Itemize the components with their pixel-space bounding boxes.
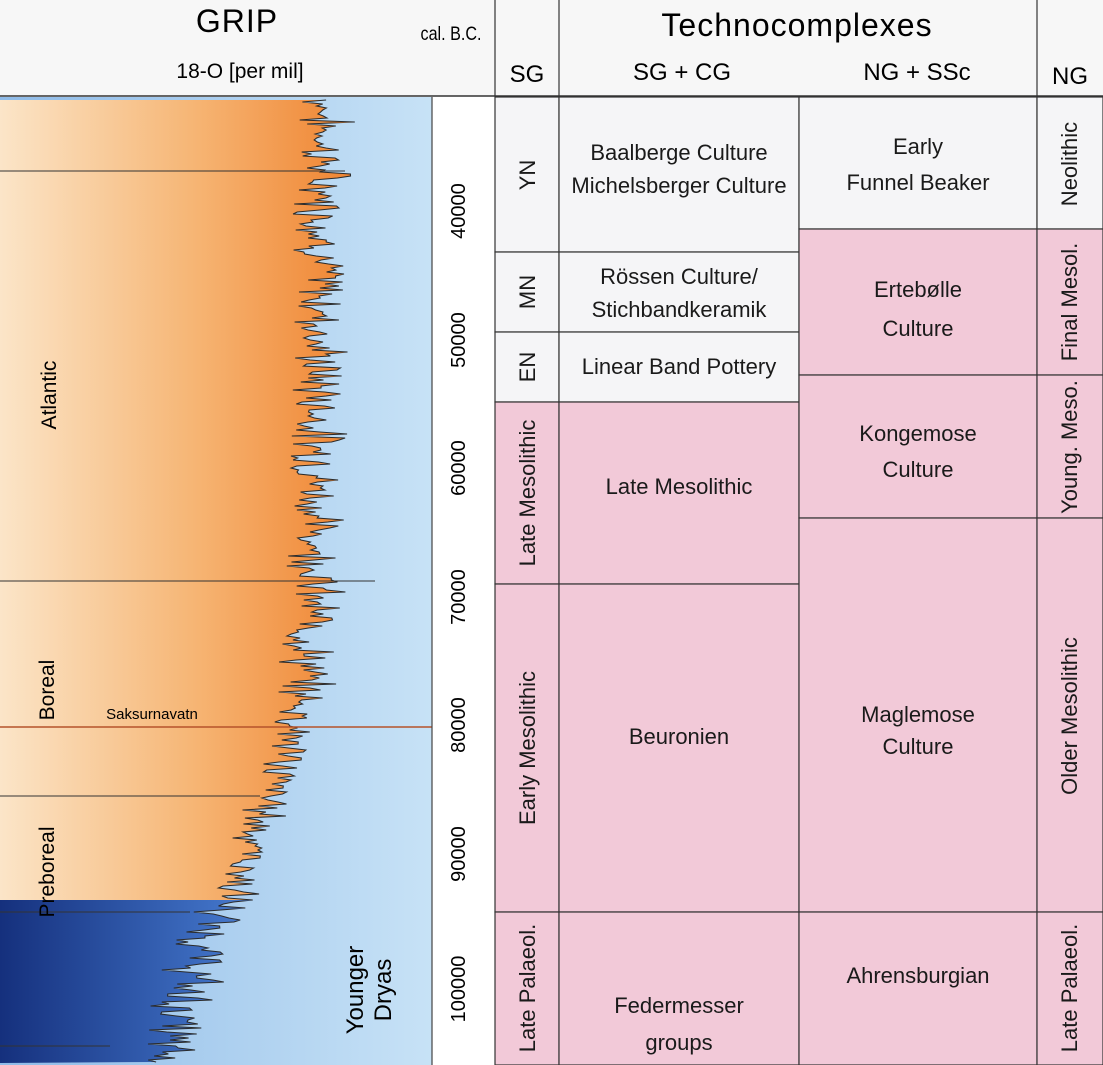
ngssc-label-ahrensburgian: Ahrensburgian <box>846 963 989 988</box>
sgcg-label-federmesser: Federmesser <box>614 993 744 1018</box>
depth-tick: 40000 <box>448 183 470 239</box>
sgcg-label-beuronien: Beuronien <box>629 724 729 749</box>
ng-cell-young-meso <box>1036 374 1103 519</box>
sg-cell-yn <box>494 96 560 253</box>
sgcg-label-stichband: Stichbandkeramik <box>592 297 768 322</box>
ng-label-neolithic: Neolithic <box>1057 122 1082 206</box>
ng-label-final-mesol: Final Mesol. <box>1057 243 1082 362</box>
ng-cell-older-meso <box>1036 517 1103 913</box>
sgcg-label-roessen: Rössen Culture/ <box>600 264 759 289</box>
svg-text:Dryas: Dryas <box>370 959 397 1022</box>
calbc-label: cal. B.C. <box>420 23 481 45</box>
col-header-sgcg: SG + CG <box>633 59 731 86</box>
zone-saksurnavatn: Saksurnavatn <box>106 706 198 723</box>
depth-tick: 60000 <box>448 440 470 496</box>
sg-label-yn: YN <box>515 160 540 191</box>
grip-panel: Atlantic Boreal Saksurnavatn Preboreal Y… <box>0 97 433 1065</box>
zone-preboreal: Preboreal <box>36 826 59 917</box>
depth-tick: 70000 <box>448 569 470 625</box>
sgcg-label-linear: Linear Band Pottery <box>582 354 776 379</box>
ngssc-label-early: Early <box>893 134 943 159</box>
svg-text:Younger: Younger <box>342 946 369 1035</box>
ng-cell-late-palaeol <box>1036 911 1103 1065</box>
ng-label-late-palaeol: Late Palaeol. <box>1057 924 1082 1052</box>
ngssc-label-kongemose: Kongemose <box>859 421 976 446</box>
ngssc-cell-ertebolle <box>798 228 1038 376</box>
sgcg-cell-roessen <box>558 251 800 333</box>
sgcg-label-michelsberger: Michelsberger Culture <box>571 173 786 198</box>
sg-label-en: EN <box>515 352 540 383</box>
sg-cell-mn <box>494 251 560 333</box>
sg-cell-late-mesolithic <box>494 401 560 585</box>
ngssc-label-kongemose-culture: Culture <box>883 457 954 482</box>
ng-label-older-meso: Older Mesolithic <box>1057 637 1082 795</box>
depth-axis: 40000 50000 60000 70000 80000 90000 1000… <box>448 183 470 1022</box>
depth-tick: 50000 <box>448 312 470 368</box>
sgcg-label-late-meso: Late Mesolithic <box>606 474 753 499</box>
sgcg-label-groups: groups <box>645 1030 712 1055</box>
grip-subtitle: 18-O [per mil] <box>176 60 303 83</box>
ngssc-label-maglemose: Maglemose <box>861 702 975 727</box>
col-header-ngssc: NG + SSc <box>863 59 970 86</box>
sg-label-early-mesolithic: Early Mesolithic <box>515 671 540 825</box>
ngssc-cell-maglemose <box>798 517 1038 913</box>
sg-cell-late-palaeol <box>494 911 560 1065</box>
sgcg-cell-federmesser <box>558 911 800 1065</box>
col-header-ng: NG <box>1052 63 1088 90</box>
technocomplex-table <box>494 96 1103 1065</box>
sgcg-cell-linear <box>558 331 800 403</box>
zone-atlantic: Atlantic <box>38 361 61 430</box>
sg-cell-en <box>494 331 560 403</box>
ngssc-cell-kongemose <box>798 374 1038 519</box>
sgcg-cell-beuronien <box>558 583 800 913</box>
header-background <box>0 0 1103 96</box>
col-header-sg: SG <box>510 61 545 88</box>
ngssc-cell-funnel <box>798 96 1038 230</box>
depth-tick: 80000 <box>448 697 470 753</box>
sgcg-cell-baalberge <box>558 96 800 253</box>
zone-boreal: Boreal <box>36 660 59 721</box>
ngssc-cell-ahrensburgian <box>798 911 1038 1065</box>
ngssc-label-ertebolle-culture: Culture <box>883 316 954 341</box>
zone-younger-dryas: Younger Dryas <box>342 946 397 1035</box>
sgcg-cell-late-meso <box>558 401 800 585</box>
techno-title: Technocomplexes <box>661 7 932 43</box>
depth-tick: 100000 <box>448 956 470 1023</box>
ngssc-label-maglemose-culture: Culture <box>883 734 954 759</box>
sg-label-late-palaeol: Late Palaeol. <box>515 924 540 1052</box>
ng-label-young-meso: Young. Meso. <box>1057 380 1082 514</box>
ngssc-label-ertebolle: Ertebølle <box>874 277 962 302</box>
sg-label-mn: MN <box>515 275 540 309</box>
depth-tick: 90000 <box>448 826 470 882</box>
sgcg-label-baalberge: Baalberge Culture <box>590 140 767 165</box>
grip-title: GRIP <box>196 3 278 39</box>
sg-label-late-mesolithic: Late Mesolithic <box>515 420 540 567</box>
ngssc-label-funnel: Funnel Beaker <box>846 170 989 195</box>
